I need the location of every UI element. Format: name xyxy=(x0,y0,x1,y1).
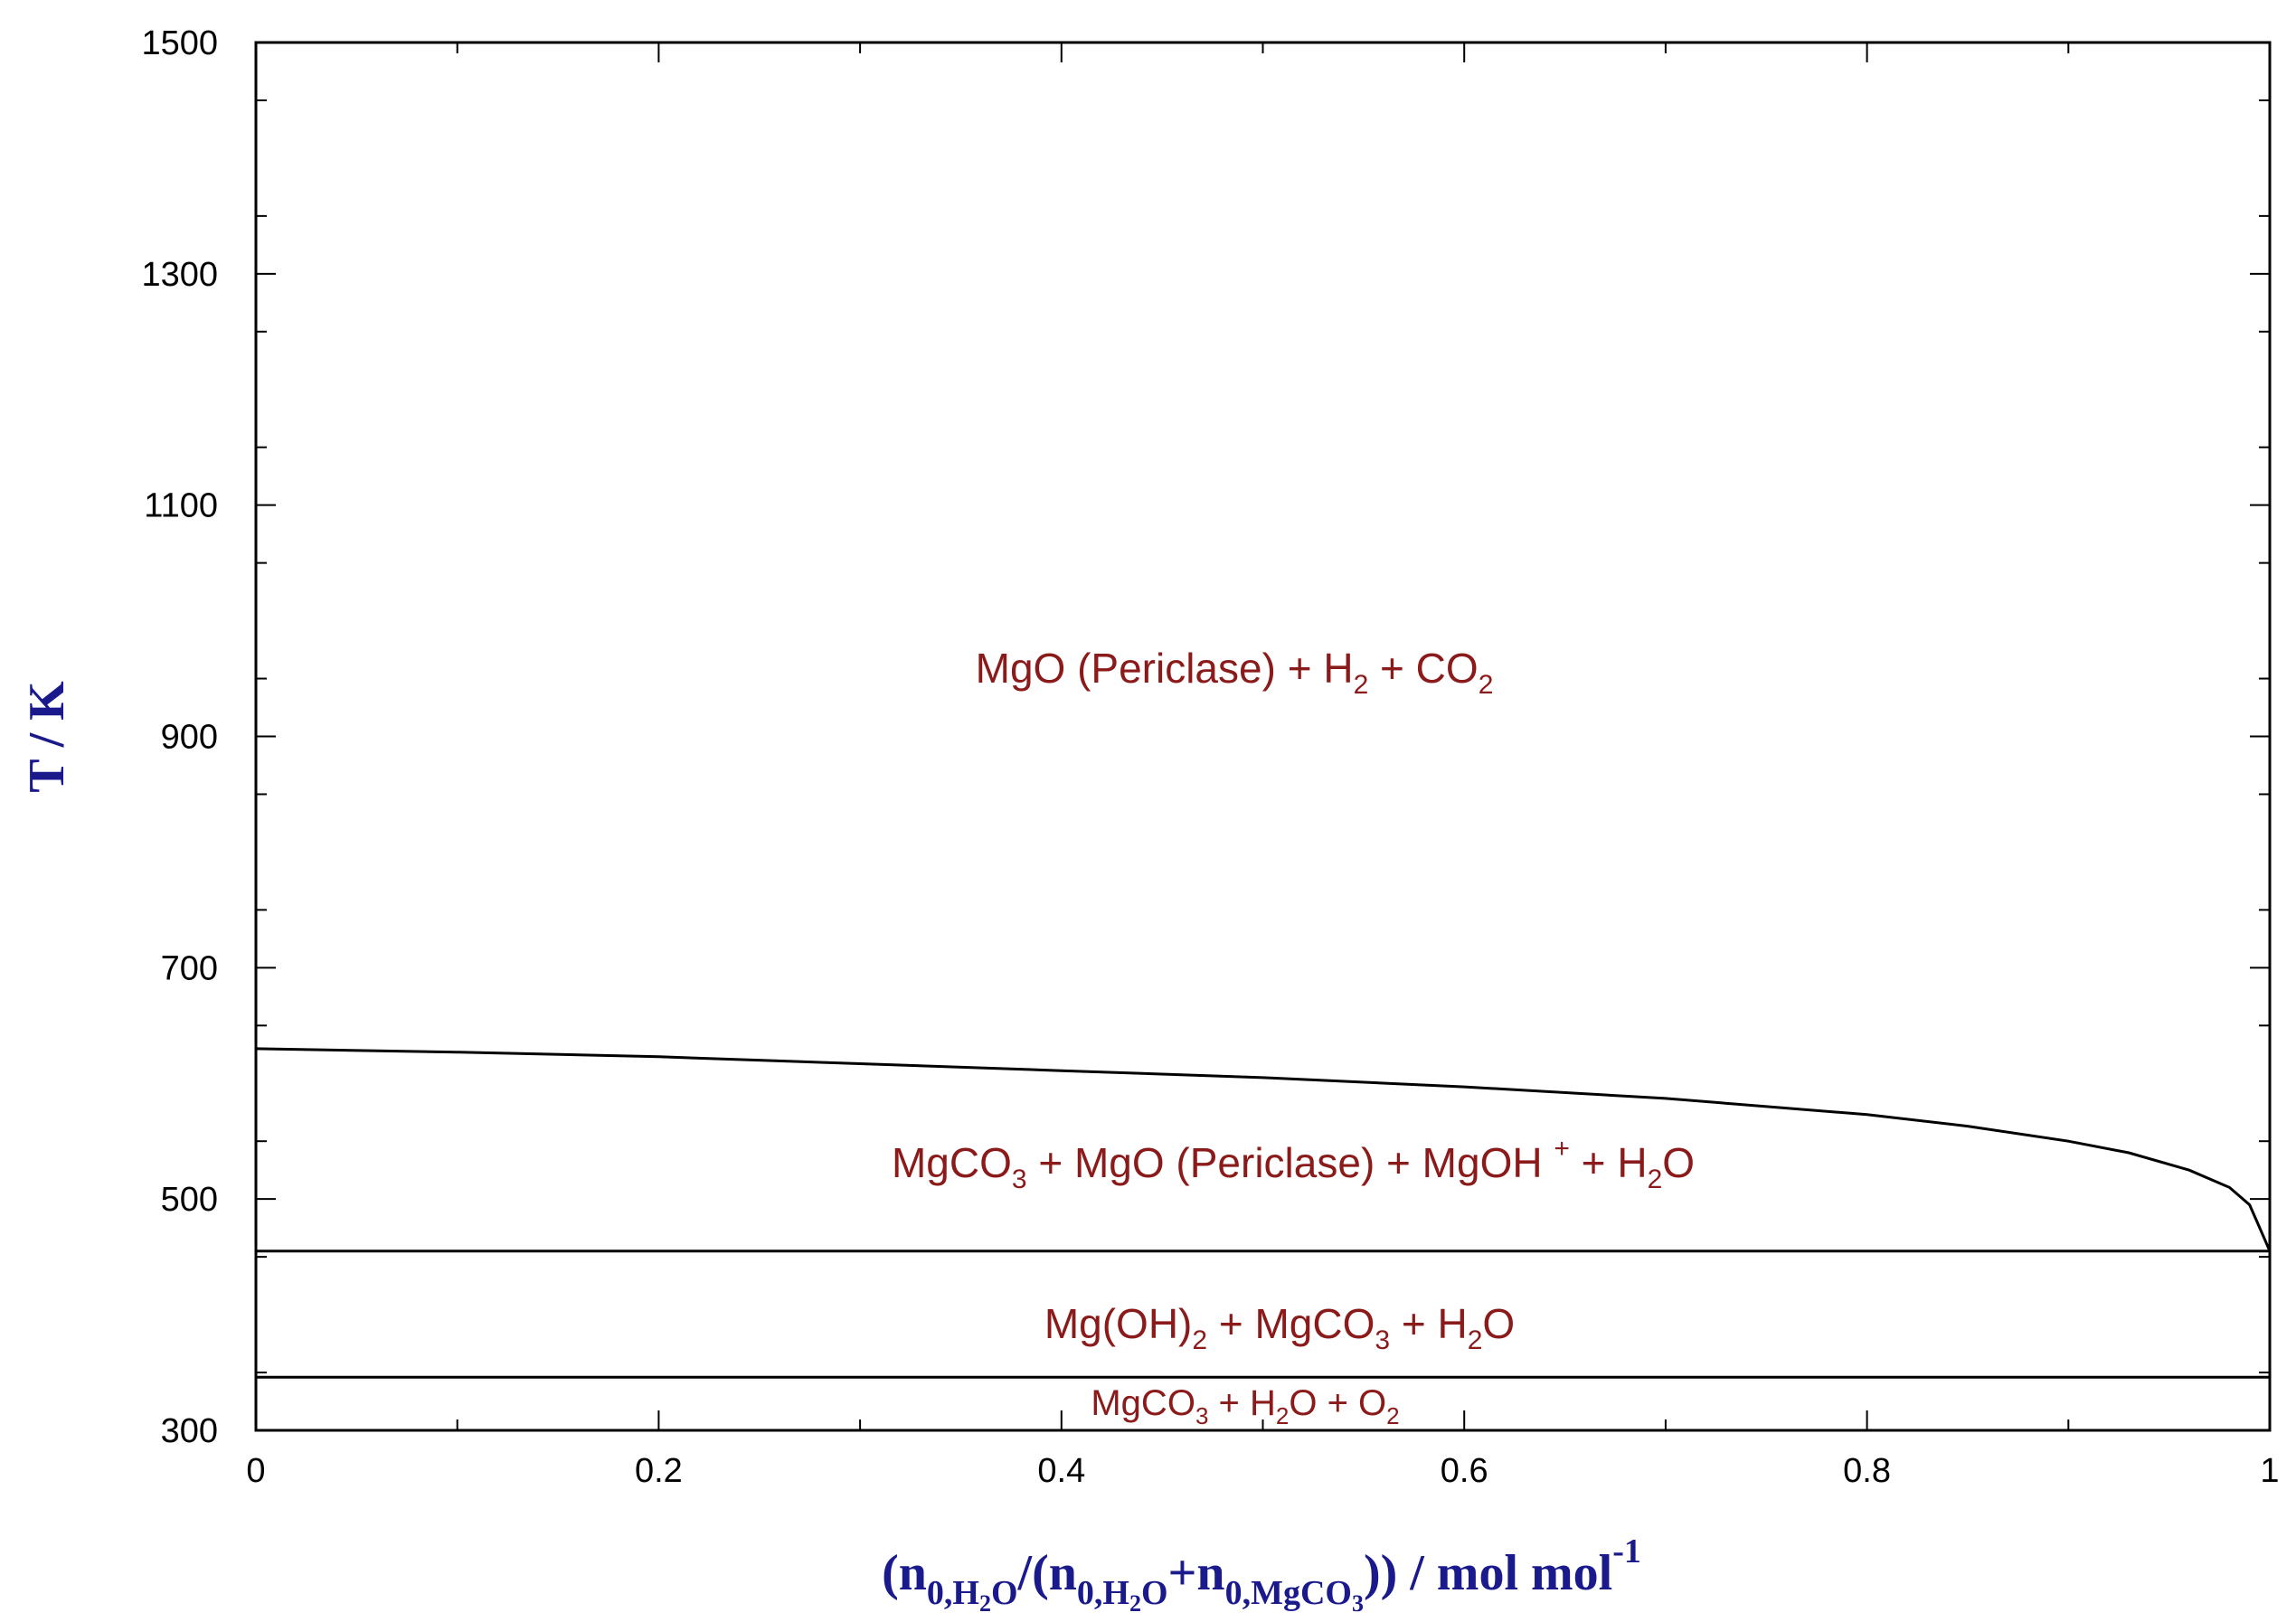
x-axis-title: (n0,H2O/(n0,H2O+n0,MgCO3)) / mol mol-1 xyxy=(882,1532,1641,1617)
x-tick-label: 1 xyxy=(2260,1452,2279,1490)
y-axis-title: T / K xyxy=(19,681,75,793)
y-tick-labels: 300 500 700 900 1100 1300 1500 xyxy=(141,24,218,1450)
y-tick-label: 700 xyxy=(161,949,218,987)
x-tick-label: 0 xyxy=(246,1452,265,1490)
region-label-mgo-h2-co2: MgO (Periclase) + H2 + CO2 xyxy=(976,645,1494,700)
x-tick-label: 0.6 xyxy=(1441,1452,1488,1490)
y-tick-label: 300 xyxy=(161,1412,218,1450)
phase-boundaries xyxy=(255,1047,2272,1379)
region-label-mgco3-mgo-mgoh-h2o: MgCO3 + MgO (Periclase) + MgOH + + H2O xyxy=(892,1134,1695,1194)
x-tick-label: 0.2 xyxy=(635,1452,683,1490)
y-tick-label: 500 xyxy=(161,1181,218,1219)
tick-marks xyxy=(255,42,2271,1431)
phase-boundary-line-0 xyxy=(255,1047,2272,1252)
y-tick-label: 900 xyxy=(161,719,218,757)
x-tick-label: 0.4 xyxy=(1037,1452,1085,1490)
region-label-mgco3-h2o-o2: MgCO3 + H2O + O2 xyxy=(1091,1383,1399,1429)
x-tick-labels: 0 0.2 0.4 0.6 0.8 1 xyxy=(246,1452,2279,1490)
y-tick-label: 1100 xyxy=(144,487,218,525)
y-tick-label: 1300 xyxy=(141,256,218,294)
plot-frame xyxy=(254,41,2272,1432)
x-tick-label: 0.8 xyxy=(1843,1452,1891,1490)
region-label-mgoh2-mgco3-h2o: Mg(OH)2 + MgCO3 + H2O xyxy=(1044,1300,1515,1355)
y-tick-label: 1500 xyxy=(141,24,218,62)
